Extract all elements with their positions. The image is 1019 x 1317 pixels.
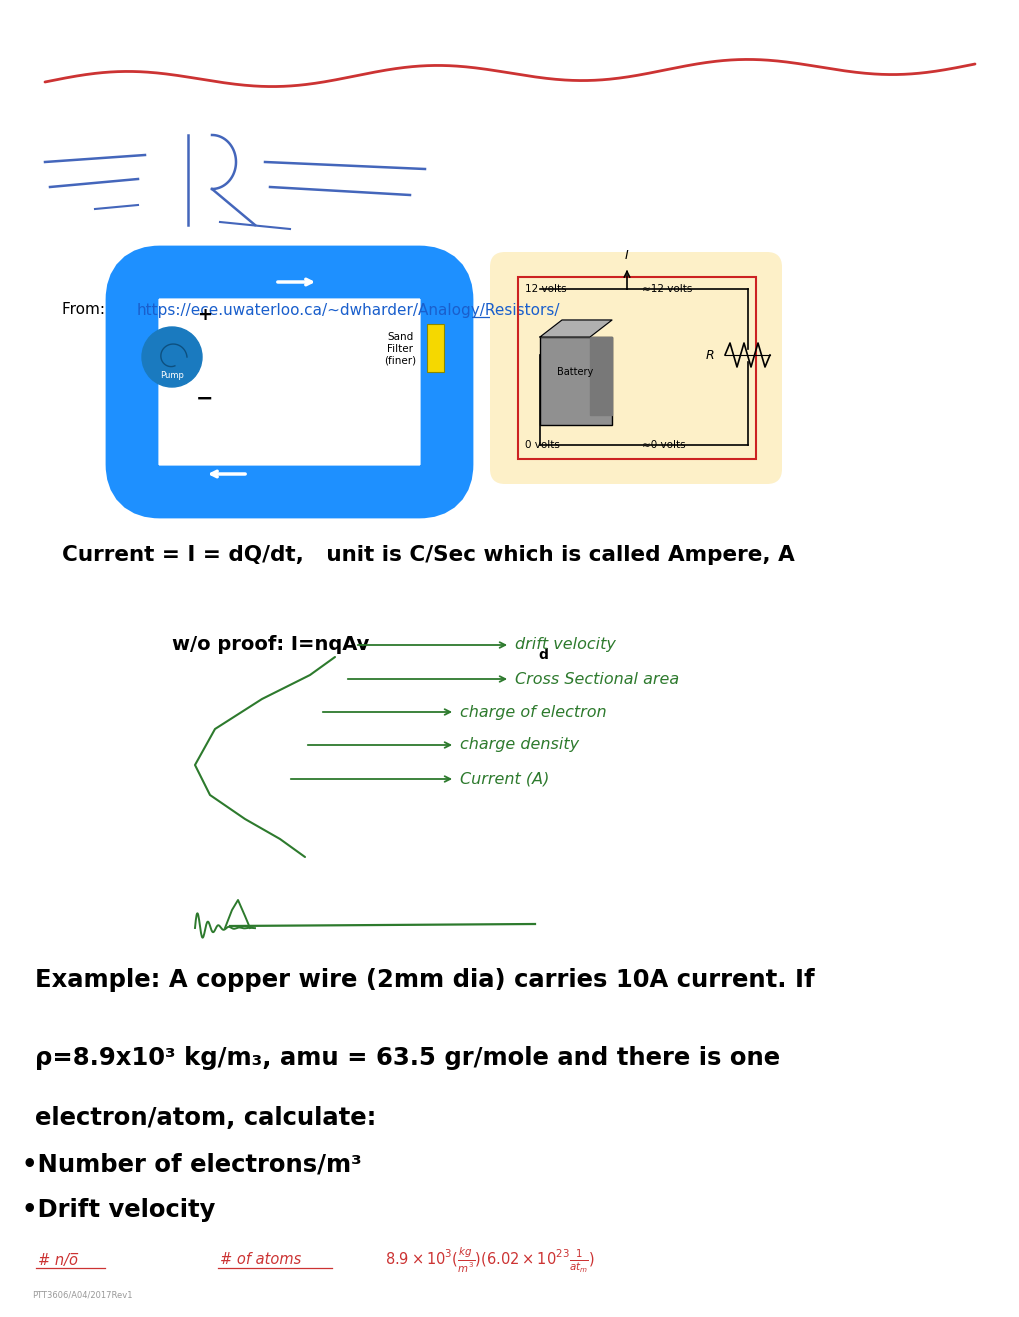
FancyBboxPatch shape xyxy=(539,337,611,425)
Text: https://ece.uwaterloo.ca/~dwharder/Analogy/Resistors/: https://ece.uwaterloo.ca/~dwharder/Analo… xyxy=(137,303,560,317)
Text: w/o proof: I=nqAv: w/o proof: I=nqAv xyxy=(172,636,369,655)
Text: •Drift velocity: •Drift velocity xyxy=(22,1198,215,1222)
Text: charge density: charge density xyxy=(460,738,579,752)
Text: drift velocity: drift velocity xyxy=(515,637,615,652)
Text: Pump: Pump xyxy=(160,370,183,379)
Text: R: R xyxy=(705,349,713,361)
Text: d: d xyxy=(537,648,547,662)
Text: 0 volts: 0 volts xyxy=(525,440,559,450)
Circle shape xyxy=(142,327,202,387)
Text: # n/o̅: # n/o̅ xyxy=(38,1252,77,1267)
Text: 12 volts: 12 volts xyxy=(525,284,567,294)
Text: charge of electron: charge of electron xyxy=(460,705,606,719)
Text: Sand
Filter
(finer): Sand Filter (finer) xyxy=(383,332,416,366)
FancyBboxPatch shape xyxy=(131,273,446,493)
Polygon shape xyxy=(539,320,611,337)
Text: +: + xyxy=(198,306,212,324)
Text: Cross Sectional area: Cross Sectional area xyxy=(515,672,679,686)
Text: $8.9\times10^3(\frac{kg}{m^3})(6.02\times10^{23}\frac{1}{at_m})$: $8.9\times10^3(\frac{kg}{m^3})(6.02\time… xyxy=(384,1246,594,1275)
Text: Example: A copper wire (2mm dia) carries 10A current. If: Example: A copper wire (2mm dia) carries… xyxy=(35,968,814,992)
Text: ρ=8.9x10³ kg/m₃, amu = 63.5 gr/mole and there is one: ρ=8.9x10³ kg/m₃, amu = 63.5 gr/mole and … xyxy=(35,1046,780,1069)
Text: I: I xyxy=(625,249,629,262)
Text: Current = I = dQ/dt,   unit is C/Sec which is called Ampere, A: Current = I = dQ/dt, unit is C/Sec which… xyxy=(62,545,794,565)
Text: electron/atom, calculate:: electron/atom, calculate: xyxy=(35,1106,376,1130)
Text: ≈0 volts: ≈0 volts xyxy=(641,440,685,450)
Text: Current (A): Current (A) xyxy=(460,772,549,786)
Text: ≈12 volts: ≈12 volts xyxy=(641,284,692,294)
Polygon shape xyxy=(589,337,611,415)
Text: From:: From: xyxy=(62,303,110,317)
Text: # of atoms: # of atoms xyxy=(220,1252,301,1267)
FancyBboxPatch shape xyxy=(427,324,443,371)
Text: •Number of electrons/m³: •Number of electrons/m³ xyxy=(22,1152,362,1177)
Text: PTT3606/A04/2017Rev1: PTT3606/A04/2017Rev1 xyxy=(32,1291,132,1300)
Text: −: − xyxy=(196,389,214,410)
Text: Battery: Battery xyxy=(556,367,592,377)
FancyBboxPatch shape xyxy=(489,252,782,485)
